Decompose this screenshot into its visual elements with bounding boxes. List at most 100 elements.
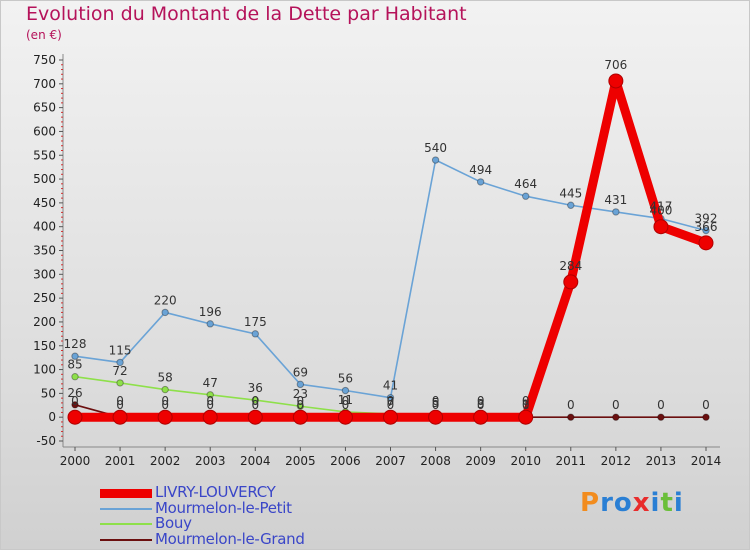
data-label-mourmelon-le-grand: 0 <box>161 398 169 412</box>
y-tick-label: -50 <box>36 434 56 448</box>
y-tick-label: 650 <box>33 101 56 115</box>
logo-letter: P <box>580 488 601 518</box>
data-label-livry-louvercy: 284 <box>559 259 582 273</box>
x-tick-label: 2004 <box>240 454 271 468</box>
data-label-mourmelon-le-grand: 0 <box>567 398 575 412</box>
data-label-bouy: 7 <box>387 395 395 409</box>
data-point-livry-louvercy <box>608 73 624 89</box>
x-tick-label: 2002 <box>150 454 181 468</box>
data-label-bouy: 36 <box>248 381 263 395</box>
data-label-mourmelon-le-grand: 0 <box>297 398 305 412</box>
y-tick-label: 500 <box>33 172 56 186</box>
data-label-mourmelon-le-grand: 0 <box>522 398 530 412</box>
data-label-mourmelon-le-petit: 69 <box>293 365 308 379</box>
data-label-livry-louvercy: 0 <box>206 394 214 408</box>
data-point-mourmelon-le-grand <box>702 413 710 421</box>
data-label-bouy: 72 <box>112 364 127 378</box>
x-tick-label: 2014 <box>691 454 722 468</box>
data-label-livry-louvercy: 400 <box>649 204 672 218</box>
legend-swatch <box>100 488 152 498</box>
data-point-mourmelon-le-petit <box>386 393 395 402</box>
data-point-livry-louvercy <box>157 409 173 425</box>
x-tick-label: 2011 <box>556 454 587 468</box>
series-lines <box>67 73 714 425</box>
data-point-livry-louvercy <box>653 219 669 235</box>
logo-letter: i <box>673 488 684 518</box>
y-tick-label: 600 <box>33 124 56 138</box>
data-label-livry-louvercy: 0 <box>297 394 305 408</box>
data-label-bouy: 58 <box>158 371 173 385</box>
data-label-livry-louvercy: 366 <box>695 220 718 234</box>
data-point-livry-louvercy <box>383 409 398 425</box>
y-tick-label: 200 <box>33 315 56 329</box>
legend-item-mourmelon-le-grand: Mourmelon-le-Grand <box>100 530 360 548</box>
y-tick-label: 750 <box>33 53 56 67</box>
y-tick-label: 0 <box>48 410 56 424</box>
data-label-mourmelon-le-petit: 417 <box>649 200 672 214</box>
data-label-mourmelon-le-petit: 220 <box>154 293 177 307</box>
data-point-livry-louvercy <box>518 409 534 425</box>
data-label-livry-louvercy: 706 <box>604 58 627 72</box>
data-label-mourmelon-le-petit: 115 <box>109 343 132 357</box>
data-label-bouy: 47 <box>203 376 218 390</box>
logo-letter: t <box>660 488 674 518</box>
data-label-livry-louvercy: 0 <box>477 394 485 408</box>
data-label-mourmelon-le-petit: 540 <box>424 141 447 155</box>
x-tick-label: 2013 <box>646 454 677 468</box>
data-point-mourmelon-le-grand <box>567 413 575 421</box>
x-tick-label: 2009 <box>465 454 496 468</box>
y-tick-label: 550 <box>33 148 56 162</box>
data-point-bouy <box>116 379 124 387</box>
data-point-livry-louvercy <box>563 274 579 290</box>
data-label-mourmelon-le-petit: 464 <box>514 177 537 191</box>
y-tick-label: 300 <box>33 267 56 281</box>
x-tick-label: 2007 <box>375 454 406 468</box>
legend-swatch <box>100 508 152 510</box>
data-label-bouy: 1 <box>522 398 530 412</box>
proxiti-logo: Proxiti <box>580 488 684 518</box>
data-label-mourmelon-le-grand: 0 <box>251 398 259 412</box>
data-point-bouy <box>251 396 259 404</box>
x-tick-label: 2012 <box>601 454 632 468</box>
legend-item-bouy: Bouy <box>100 514 360 532</box>
data-label-mourmelon-le-petit: 175 <box>244 315 267 329</box>
data-label-mourmelon-le-petit: 431 <box>604 193 627 207</box>
data-label-mourmelon-le-petit: 392 <box>695 211 718 225</box>
y-tick-label: 400 <box>33 220 56 234</box>
data-point-livry-louvercy <box>337 409 353 425</box>
data-point-mourmelon-le-petit <box>522 192 530 200</box>
legend-swatch <box>100 523 152 525</box>
legend-item-livry-louvercy: LIVRY-LOUVERCY <box>100 483 360 501</box>
logo-letter: x <box>632 488 651 518</box>
data-label-mourmelon-le-grand: 0 <box>657 398 665 412</box>
data-point-bouy <box>71 373 79 381</box>
data-point-mourmelon-le-petit <box>702 226 710 235</box>
y-tick-label: 100 <box>33 363 56 377</box>
y-tick-label: 250 <box>33 291 56 305</box>
data-label-mourmelon-le-grand: 0 <box>206 398 214 412</box>
data-point-bouy <box>206 391 214 399</box>
data-label-mourmelon-le-grand: 26 <box>67 386 82 400</box>
data-point-mourmelon-le-grand <box>71 401 79 409</box>
data-label-livry-louvercy: 0 <box>251 394 259 408</box>
data-label-livry-louvercy: 0 <box>116 394 124 408</box>
data-label-mourmelon-le-petit: 445 <box>559 186 582 200</box>
logo-letter: o <box>613 488 633 518</box>
data-label-mourmelon-le-grand: 0 <box>432 398 440 412</box>
data-label-mourmelon-le-grand: 0 <box>612 398 620 412</box>
data-label-bouy: 11 <box>338 393 353 407</box>
data-label-livry-louvercy: 0 <box>522 394 530 408</box>
data-point-mourmelon-le-grand <box>612 413 620 421</box>
x-tick-label: 2000 <box>60 454 91 468</box>
data-point-mourmelon-le-petit <box>206 320 214 328</box>
series-line-livry-louvercy <box>70 76 711 422</box>
data-label-bouy: 85 <box>67 358 82 372</box>
legend-item-mourmelon-le-petit: Mourmelon-le-Petit <box>100 499 360 517</box>
data-point-livry-louvercy <box>473 409 489 425</box>
data-point-livry-louvercy <box>112 409 128 425</box>
data-point-livry-louvercy <box>292 409 308 425</box>
data-label-mourmelon-le-petit: 56 <box>338 372 353 386</box>
